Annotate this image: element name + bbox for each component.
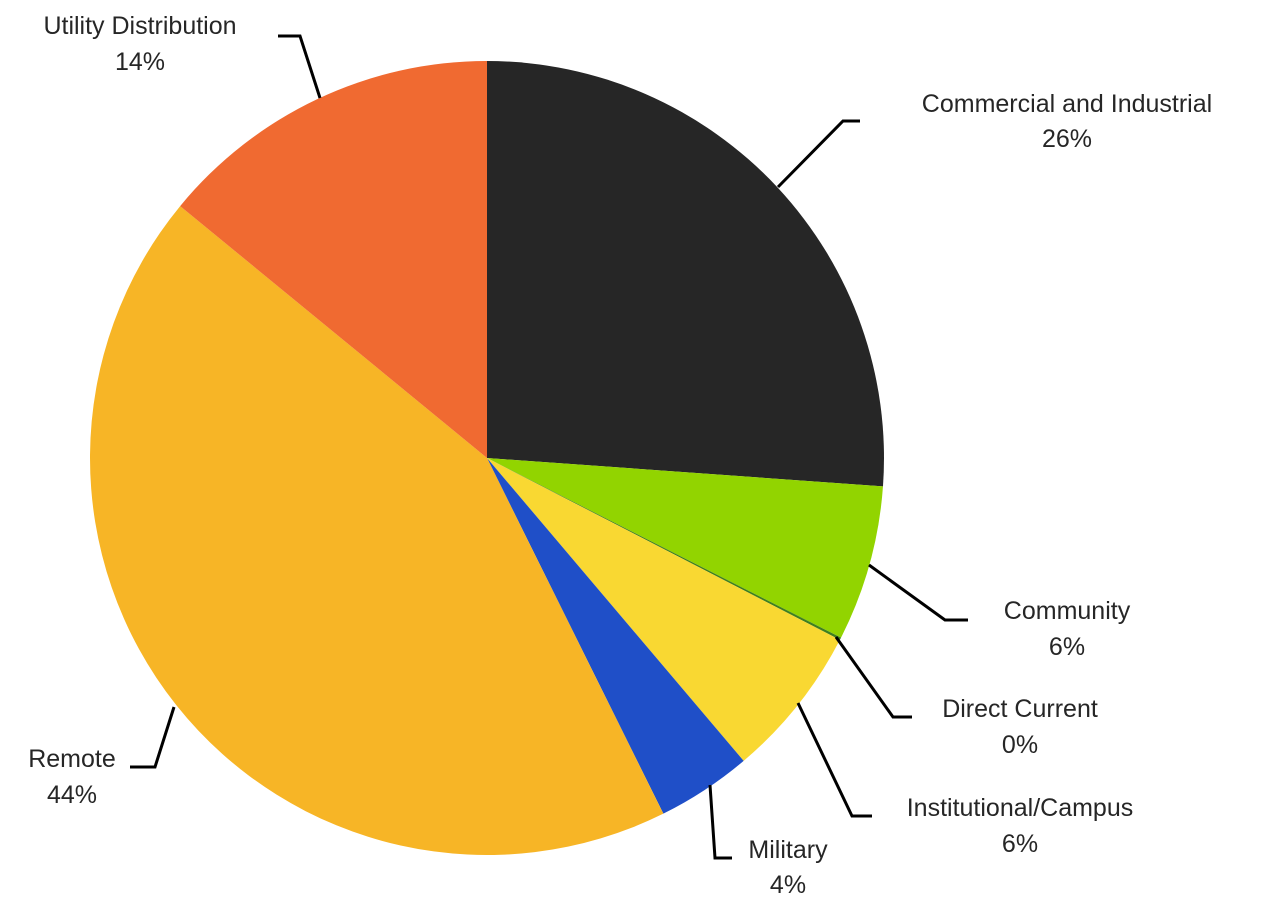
pie-slice-remote — [90, 206, 664, 855]
pie-slice-community — [487, 458, 883, 638]
pct-institutional-campus: 6% — [1002, 830, 1038, 858]
label-utility-distribution: Utility Distribution — [43, 12, 236, 40]
data-labels: Commercial and Industrial 26% Community … — [28, 12, 1212, 899]
leader-line-institutional-campus — [796, 702, 872, 818]
pct-direct-current: 0% — [1002, 731, 1038, 759]
leader-line-remote — [130, 706, 176, 769]
pct-remote: 44% — [47, 781, 97, 809]
leader-line-community — [868, 563, 968, 622]
pct-community: 6% — [1049, 633, 1085, 661]
label-military: Military — [748, 836, 828, 864]
label-direct-current: Direct Current — [942, 695, 1098, 723]
pie-slice-direct-current — [487, 458, 842, 640]
leader-line-direct-current — [834, 636, 912, 719]
pct-commercial-and-industrial: 26% — [1042, 125, 1092, 153]
pct-military: 4% — [770, 871, 806, 899]
pie-slice-commercial-and-industrial — [487, 61, 884, 487]
label-commercial-and-industrial: Commercial and Industrial — [922, 90, 1212, 118]
leader-lines — [130, 34, 968, 860]
pie-slice-utility-distribution — [180, 61, 487, 458]
pie-slice-institutional-campus — [487, 458, 840, 761]
leader-line-military — [708, 784, 732, 860]
pct-utility-distribution: 14% — [115, 48, 165, 76]
leader-line-commercial-and-industrial — [776, 119, 860, 189]
pie-slice-military — [487, 458, 744, 814]
label-institutional-campus: Institutional/Campus — [907, 794, 1134, 822]
label-community: Community — [1004, 597, 1131, 625]
label-remote: Remote — [28, 745, 116, 773]
leader-line-utility-distribution — [278, 34, 322, 99]
pie-slices — [90, 61, 884, 855]
